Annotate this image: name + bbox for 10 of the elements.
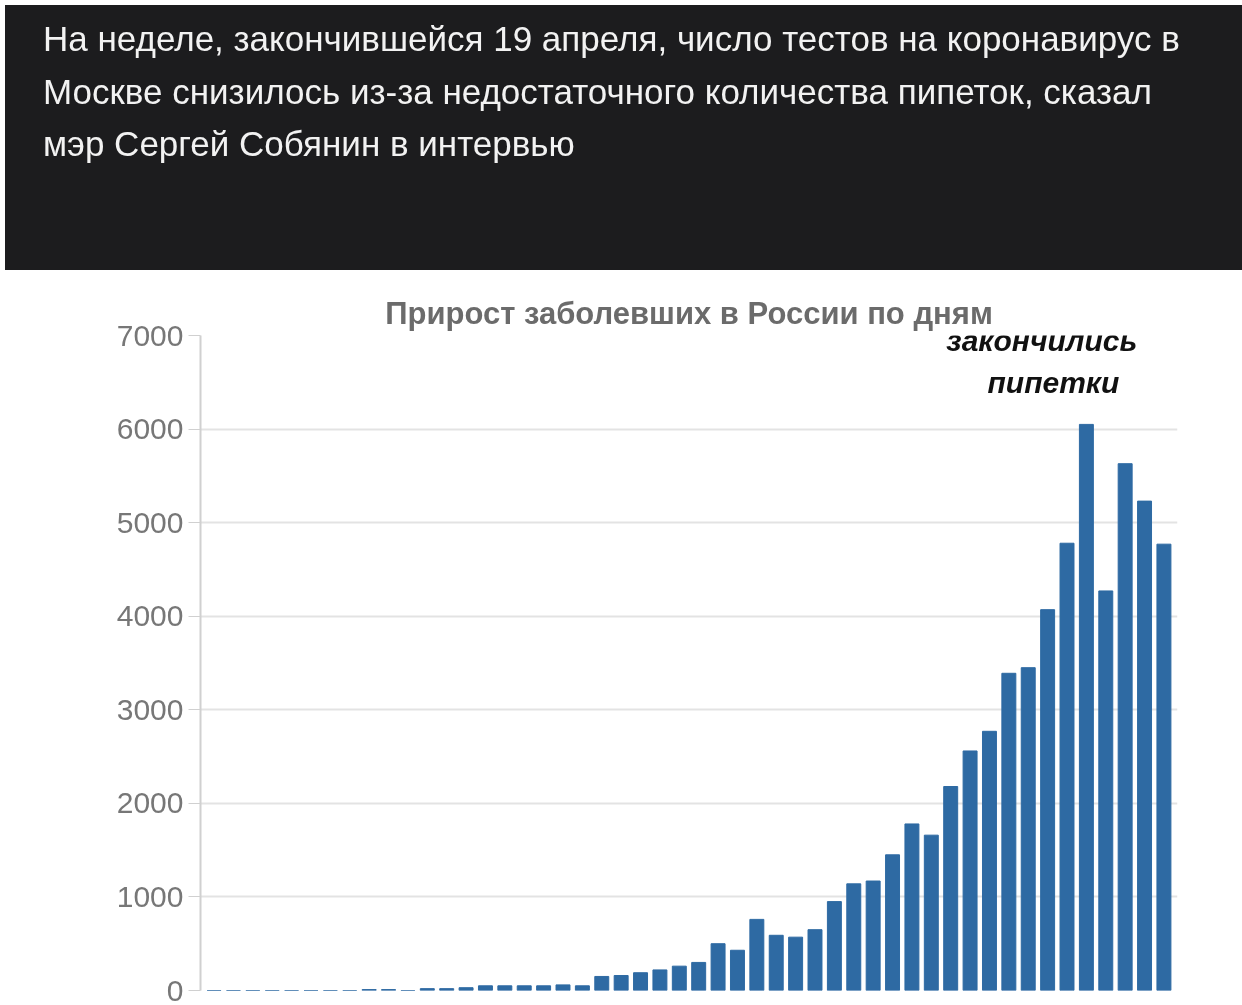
y-tick-label: 5000	[116, 505, 184, 539]
chart-subtitle: Прирост заболевших в России по дням	[385, 295, 993, 331]
y-tick-label: 3000	[116, 692, 184, 726]
chart-title: На неделе, закончившейся 19 апреля, число тестов на коронавирус в Москве снизилось из-за недостаточного количества пипеток, сказал мэр Сергей Собянин в интервью	[43, 18, 1181, 165]
y-tick-label: 2000	[116, 786, 184, 820]
y-tick-label: 4000	[116, 599, 184, 633]
y-tick-label: 1000	[116, 879, 184, 913]
y-tick-label: 0	[166, 973, 184, 1005]
y-tick-label: 7000	[116, 318, 184, 352]
y-tick-label: 6000	[116, 412, 184, 446]
